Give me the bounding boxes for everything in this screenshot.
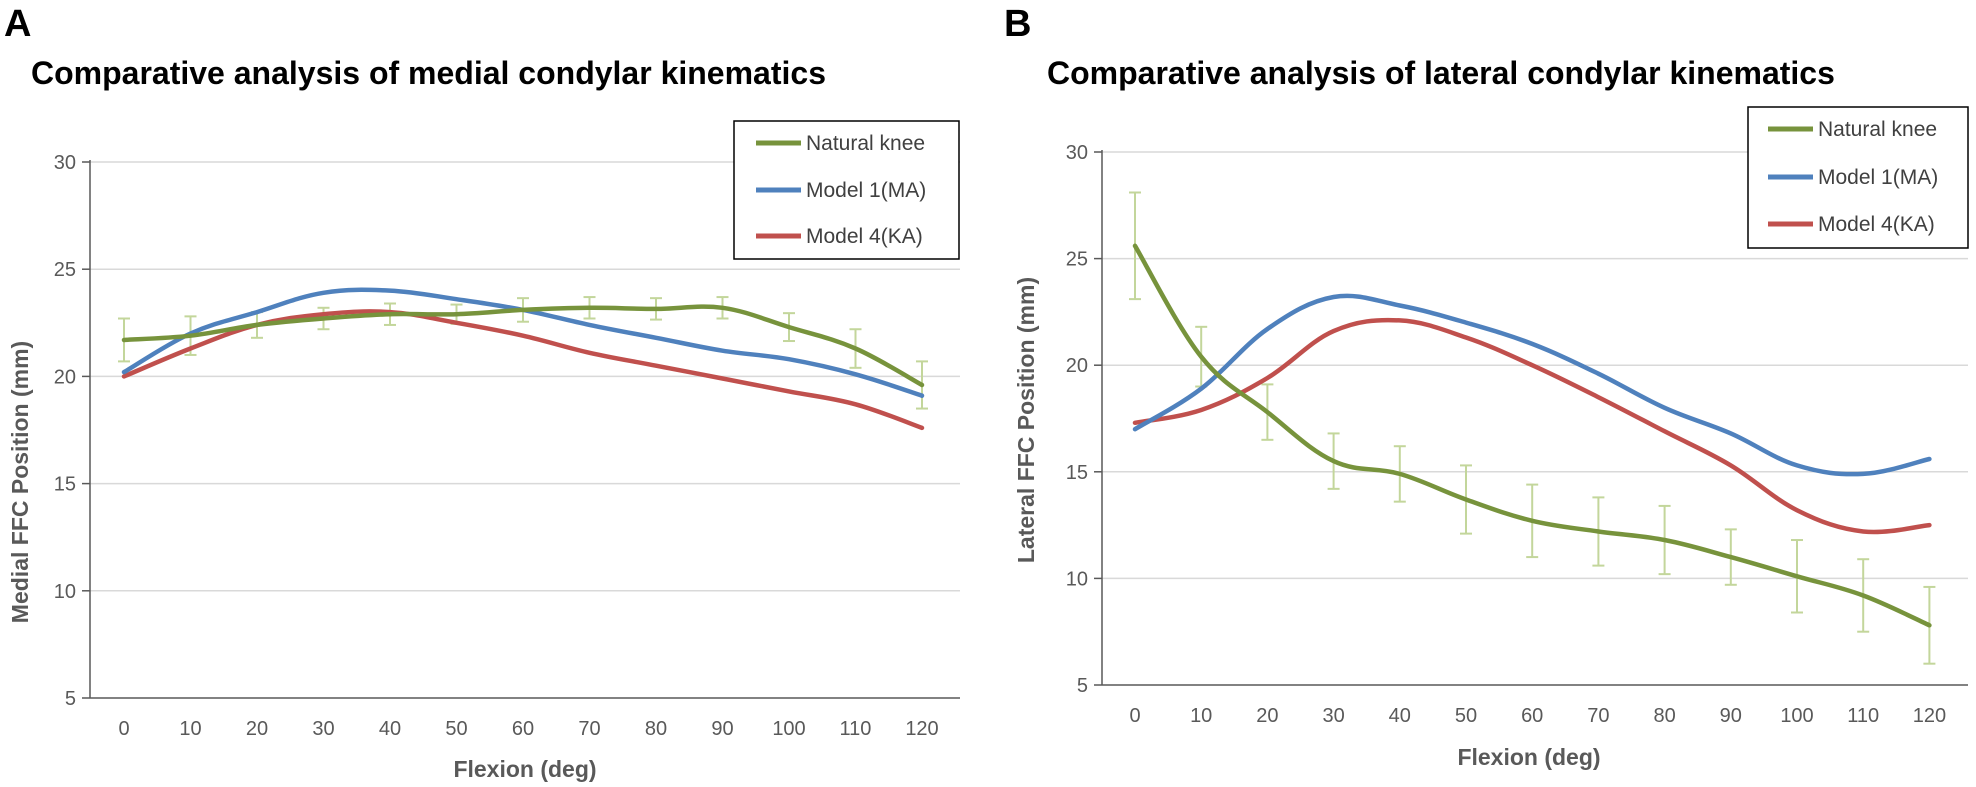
y-tick-label: 10: [54, 581, 76, 603]
grid-a: [90, 161, 960, 592]
y-axis-title-a: Medial FFC Position (mm): [7, 341, 33, 623]
x-tick-label: 100: [1780, 705, 1813, 727]
y-tick-label: 5: [1077, 675, 1088, 697]
panel-a: A Comparative analysis of medial condyla…: [4, 3, 960, 782]
series-line-model1: [1132, 293, 1932, 477]
x-tick-label: 70: [1587, 705, 1609, 727]
error-bars-b: [1129, 191, 1936, 665]
x-tick-label: 90: [1720, 705, 1742, 727]
x-tick-label: 100: [772, 718, 805, 740]
x-tick-label: 40: [1389, 705, 1411, 727]
y-tick-label: 20: [54, 366, 76, 388]
x-tick-label: 0: [118, 718, 129, 740]
legend-label-model-4: Model 4(KA): [1818, 213, 1935, 236]
x-tick-label: 20: [246, 718, 268, 740]
y-tick-labels-a: 5 10 15 20 25 30: [54, 152, 76, 710]
error-bars-a: [118, 296, 928, 410]
panel-b: B Comparative analysis of lateral condyl…: [1004, 3, 1969, 770]
x-tick-label: 70: [578, 718, 600, 740]
x-tick-label: 50: [1455, 705, 1477, 727]
legend-label-natural-knee: Natural knee: [806, 132, 925, 155]
y-tick-label: 30: [54, 152, 76, 174]
x-tick-label: 120: [905, 718, 938, 740]
legend-b: Natural knee Model 1(MA) Model 4(KA): [1747, 106, 1969, 249]
x-tick-labels-b: 0 10 20 30 40 50 60 70 80 90 100 110 120: [1129, 705, 1946, 727]
panel-letter-a: A: [4, 3, 31, 45]
series-lines-a: [121, 287, 925, 431]
x-tick-label: 10: [1190, 705, 1212, 727]
y-tick-label: 30: [1066, 142, 1088, 164]
y-tick-label: 25: [1066, 249, 1088, 271]
x-tick-label: 20: [1256, 705, 1278, 727]
legend-label-model-1: Model 1(MA): [1818, 166, 1938, 189]
x-tick-label: 80: [645, 718, 667, 740]
x-tick-label: 30: [1322, 705, 1344, 727]
x-axis-title-a: Flexion (deg): [453, 756, 596, 782]
y-tick-labels-b: 5 10 15 20 25 30: [1066, 142, 1088, 697]
legend-label-natural-knee: Natural knee: [1818, 118, 1937, 141]
y-tick-label: 25: [54, 259, 76, 281]
axes-b: [1094, 150, 1968, 686]
x-tick-label: 60: [1521, 705, 1543, 727]
x-tick-label: 110: [840, 718, 872, 740]
y-tick-label: 15: [1066, 462, 1088, 484]
y-tick-label: 20: [1066, 355, 1088, 377]
x-tick-label: 30: [312, 718, 334, 740]
series-lines-b: [1132, 243, 1932, 628]
x-tick-label: 120: [1913, 705, 1946, 727]
legend-label-model-1: Model 1(MA): [806, 179, 926, 202]
x-tick-labels-a: 0 10 20 30 40 50 60 70 80 90 100 110 120: [118, 718, 938, 740]
x-tick-label: 0: [1129, 705, 1140, 727]
x-tick-label: 40: [379, 718, 401, 740]
x-tick-label: 90: [711, 718, 733, 740]
x-tick-label: 80: [1653, 705, 1675, 727]
series-line-model4: [1132, 317, 1932, 535]
x-tick-label: 50: [445, 718, 467, 740]
legend-label-model-4: Model 4(KA): [806, 225, 923, 248]
y-tick-label: 10: [1066, 568, 1088, 590]
series-line-natural: [121, 304, 925, 388]
axes-a: [82, 160, 960, 699]
y-tick-label: 15: [54, 474, 76, 496]
y-axis-title-b: Lateral FFC Position (mm): [1013, 277, 1039, 563]
y-tick-label: 5: [65, 688, 76, 710]
legend-a: Natural knee Model 1(MA) Model 4(KA): [733, 120, 960, 260]
series-line-natural: [1132, 243, 1932, 628]
x-tick-label: 60: [512, 718, 534, 740]
x-axis-title-b: Flexion (deg): [1457, 744, 1600, 770]
panel-letter-b: B: [1004, 3, 1031, 45]
x-tick-label: 110: [1847, 705, 1879, 727]
chart-title-a: Comparative analysis of medial condylar …: [31, 55, 826, 91]
x-tick-label: 10: [179, 718, 201, 740]
chart-title-b: Comparative analysis of lateral condylar…: [1047, 55, 1835, 91]
